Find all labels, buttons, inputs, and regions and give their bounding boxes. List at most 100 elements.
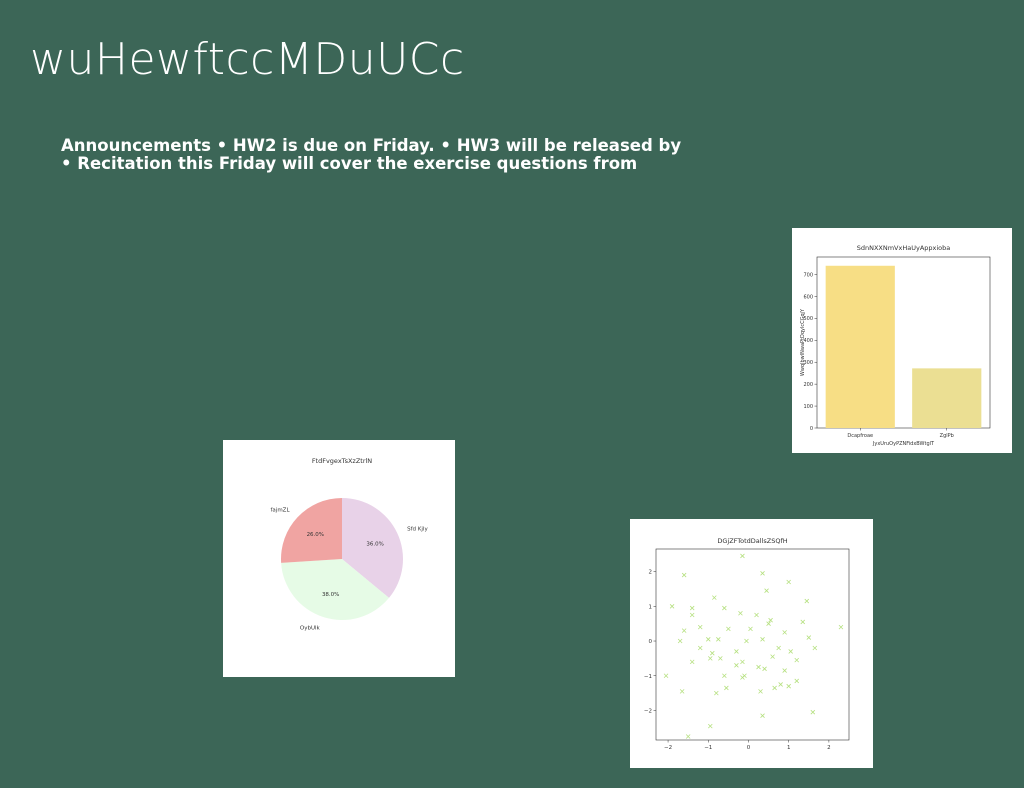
y-tick-label: −2 [644, 708, 652, 714]
bar-chart: SdnNXXNmVxHaUyAppxioba Dcapfroae ZglPb 0 100… [800, 244, 991, 447]
scatter-point [685, 734, 691, 739]
scatter-chart-panel: DGjZFTotdDallsZSQfH −2 −1 0 1 2 −2 −1 0 1 2 [630, 519, 873, 768]
scatter-point [705, 637, 711, 642]
scatter-point [689, 605, 695, 611]
scatter-point [724, 685, 729, 691]
bar-chart-xlabel: JyxUruOyPZNFidxBWtglT [872, 441, 935, 447]
scatter-point [734, 663, 739, 668]
scatter-point [707, 723, 713, 729]
scatter-point [756, 664, 761, 670]
announcements-text: Announcements • HW2 is due on Friday. • … [61, 137, 761, 173]
y-tick-label: 0 [810, 426, 813, 432]
pie-label: OybUlk [300, 625, 321, 631]
scatter-point [669, 604, 675, 609]
scatter-point [760, 713, 765, 718]
scatter-chart-frame [655, 548, 850, 741]
pie-label: Sfd Kjly [407, 526, 428, 532]
announcement-line-2: • Recitation this Friday will cover the … [61, 154, 638, 173]
scatter-point [722, 605, 727, 611]
scatter-point [663, 673, 669, 679]
y-tick-label: 1 [649, 604, 653, 610]
x-tick-label: Dcapfroae [847, 433, 873, 439]
scatter-point [794, 657, 800, 663]
scatter-point [782, 630, 787, 635]
scatter-point [726, 626, 731, 632]
scatter-point [778, 682, 783, 687]
x-tick-label: 0 [747, 745, 751, 751]
y-tick-label: 500 [803, 316, 813, 322]
pie-chart: FtdFvgexTsXzZtrlN 36.0% Sfd Kjly 38.0% OybUl… [270, 457, 428, 631]
scatter-point [768, 617, 773, 623]
scatter-point [697, 645, 703, 651]
scatter-point [776, 645, 781, 651]
pie-pct-label: 26.0% [307, 532, 324, 538]
scatter-chart-title: DGjZFTotdDallsZSQfH [717, 537, 787, 545]
pie-slice [342, 498, 403, 598]
pie-slice [281, 559, 390, 620]
x-tick-label: −2 [664, 745, 672, 751]
scatter-point [714, 690, 719, 696]
scatter-point [740, 553, 745, 559]
announcement-line-1: Announcements • HW2 is due on Friday. • … [61, 136, 682, 155]
pie-chart-title: FtdFvgexTsXzZtrlN [312, 457, 372, 465]
scatter-point [760, 637, 765, 642]
scatter-point [748, 626, 753, 632]
scatter-point [788, 649, 793, 654]
pie-slice [281, 498, 342, 563]
scatter-point [689, 659, 695, 665]
pie-label: fajmZL [270, 508, 290, 514]
scatter-point [800, 619, 806, 625]
y-tick-label: 600 [803, 294, 813, 300]
bar-chart-panel: SdnNXXNmVxHaUyAppxioba Dcapfroae ZglPb 0 100… [792, 228, 1012, 453]
y-tick-label: 2 [649, 570, 653, 576]
scatter-point [740, 659, 745, 665]
scatter-point [786, 579, 791, 585]
x-tick-label: −1 [704, 745, 712, 751]
scatter-point [764, 588, 769, 593]
scatter-point [740, 675, 745, 680]
y-tick-label: 100 [803, 404, 813, 410]
scatter-point [681, 572, 687, 578]
scatter-point [762, 666, 767, 672]
scatter-point [722, 673, 727, 679]
scatter-point [758, 689, 763, 694]
pie-pct-label: 36.0% [366, 541, 383, 547]
bar-chart-title: SdnNXXNmVxHaUyAppxioba [857, 244, 951, 252]
x-tick-label: 2 [827, 745, 831, 751]
scatter-point [804, 598, 810, 604]
scatter-point [806, 635, 812, 640]
scatter-point [707, 656, 713, 661]
x-tick-label: 1 [787, 745, 791, 751]
scatter-point [718, 656, 723, 661]
bar [825, 265, 895, 428]
scatter-point [794, 678, 800, 684]
scatter-point [679, 689, 685, 694]
scatter-chart: DGjZFTotdDallsZSQfH −2 −1 0 1 2 −2 −1 0 1 2 [644, 537, 850, 751]
scatter-point [812, 645, 818, 651]
y-tick-label: 700 [803, 272, 813, 278]
scatter-point [772, 685, 777, 691]
scatter-point [786, 683, 791, 689]
bar-chart-frame [816, 256, 991, 429]
y-tick-label: −1 [644, 674, 652, 680]
scatter-point [681, 628, 687, 633]
bar-chart-ylabel: WwqlbwlNwaPtDqylcCGqjY [800, 308, 806, 376]
scatter-point [734, 649, 739, 654]
y-tick-label: 0 [649, 639, 653, 645]
y-tick-label: 400 [803, 338, 813, 344]
x-tick-label: ZglPb [940, 433, 954, 439]
scatter-point [710, 650, 715, 656]
y-tick-label: 300 [803, 360, 813, 366]
scatter-point [689, 612, 695, 618]
scatter-point [716, 637, 721, 642]
scatter-point [677, 638, 683, 644]
y-tick-label: 200 [803, 382, 813, 388]
scatter-point [770, 654, 775, 659]
scatter-point [838, 624, 844, 630]
scatter-point [766, 621, 771, 626]
scatter-point [760, 571, 765, 576]
scatter-point [754, 612, 759, 618]
scatter-point [744, 638, 749, 644]
scatter-point [738, 610, 743, 616]
scatter-point [712, 595, 717, 600]
